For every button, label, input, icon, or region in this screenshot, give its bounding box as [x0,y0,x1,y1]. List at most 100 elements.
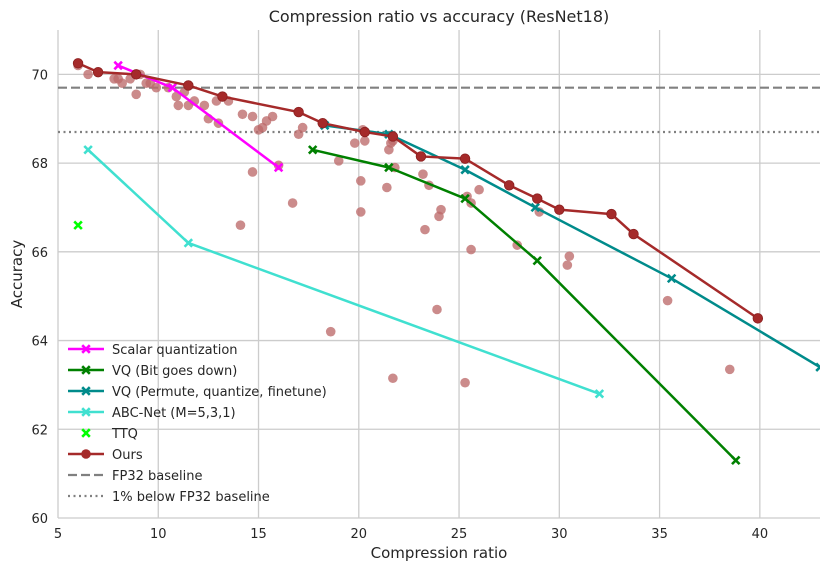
data-point [217,91,228,102]
data-point [293,106,304,118]
x-tick-label: 25 [451,527,468,542]
y-tick-label: 68 [31,157,48,172]
y-axis-label: Accuracy [8,240,26,309]
scatter-point [273,160,284,171]
grid [57,30,820,519]
scatter-point [235,220,246,230]
series-abc-net-m-5-3-1 [83,145,605,399]
legend-label: TTQ [111,427,138,442]
data-point [503,180,515,191]
data-point [131,69,142,80]
scatter-point [131,89,142,100]
scatter-point [237,109,248,120]
data-point [460,165,470,175]
data-point [92,66,104,78]
x-tick-label: 30 [551,527,568,542]
series-vq-bit-goes-down [307,145,741,466]
data-point [459,153,471,164]
scatter-point [562,260,573,270]
y-tick-label: 64 [31,335,48,350]
scatter-point [117,78,127,89]
scatter-point [355,207,366,217]
legend-item: Scalar quantization [68,343,238,358]
x-axis-ticks: 5 10 15 20 25 30 35 40 [54,527,768,542]
legend-item: ABC-Net (M=5,3,1) [68,406,236,421]
scatter-point [388,373,398,384]
scatter-point [151,82,162,93]
x-axis-label: Compression ratio [371,544,508,562]
series-ours [72,58,764,324]
data-point [554,204,565,215]
legend-item: VQ (Permute, quantize, finetune) [68,385,327,400]
x-tick-label: 15 [250,527,267,542]
x-tick-label: 5 [54,527,62,542]
data-point [594,389,605,399]
scatter-point [297,122,308,133]
data-point [183,80,194,91]
scatter-point [382,182,392,193]
data-point [384,162,394,173]
data-point [666,273,677,284]
scatter-point [325,326,336,337]
legend-label: Scalar quantization [112,343,238,358]
legend-swatch-marker [81,407,91,417]
scatter-point [349,138,360,148]
x-tick-label: 10 [150,527,167,542]
data-point [167,82,178,93]
scatter-point [432,304,442,315]
data-point [532,255,542,266]
y-tick-label: 70 [31,68,48,83]
scatter-point [83,69,93,80]
scatter-point [267,111,278,122]
baselines [58,86,820,134]
x-tick-label: 35 [651,527,668,542]
scatter-point [418,169,428,179]
series-ttq [73,220,83,230]
legend-label: FP32 baseline [112,469,202,484]
scatter-point [662,295,673,306]
series-group [72,58,820,466]
data-point [83,145,93,155]
data-point [532,193,543,204]
y-tick-label: 62 [31,423,48,438]
chart-title: Compression ratio vs accuracy (ResNet18) [269,7,610,26]
scatter-point [199,100,210,111]
legend-swatch-marker [81,449,91,459]
legend-label: 1% below FP32 baseline [112,490,270,505]
scatter-point [247,111,258,122]
legend-swatch-marker [81,386,91,396]
data-point [628,228,639,240]
legend-item: Ours [68,448,143,463]
scatter-point [724,364,735,375]
data-point [530,202,540,213]
scatter-cloud [73,60,735,388]
scatter-point [333,156,344,166]
legend-swatch-marker [81,344,91,354]
data-point [415,151,427,162]
legend-item: FP32 baseline [68,469,202,484]
scatter-point [564,251,575,262]
scatter-point [287,198,298,208]
scatter-point [173,100,184,111]
legend-swatch-marker [81,428,91,438]
data-point [273,162,284,173]
data-point [317,117,328,129]
scatter-point [460,377,470,388]
data-point [606,208,617,220]
data-point [752,313,764,324]
scatter-point [355,176,366,186]
data-point [73,220,83,230]
x-tick-label: 20 [351,527,368,542]
data-point [113,60,123,71]
data-point [460,193,470,204]
plot-area [58,30,820,518]
legend-label: VQ (Permute, quantize, finetune) [112,385,327,400]
scatter-point [420,224,430,235]
x-tick-label: 40 [752,527,769,542]
scatter-point [474,184,484,195]
y-tick-label: 66 [31,246,48,261]
legend-item: VQ (Bit goes down) [68,364,237,379]
legend-label: Ours [112,448,143,463]
scatter-point [436,204,446,215]
